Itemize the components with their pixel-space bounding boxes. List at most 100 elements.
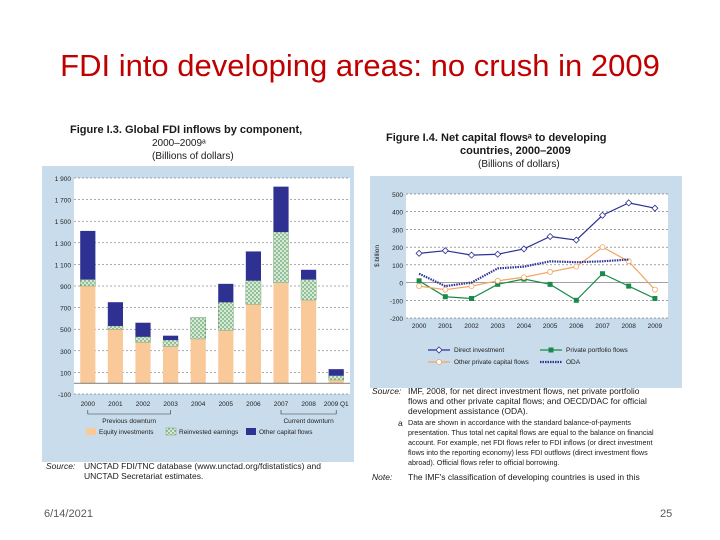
y-tick-label: -100 [58, 392, 71, 399]
y-tick-label: 300 [392, 227, 403, 234]
x-tick-label: 2007 [274, 401, 289, 408]
legend-label: ODA [566, 359, 581, 366]
bar-reinvested [218, 301, 234, 331]
legend-label: Direct investment [454, 347, 504, 354]
current-downturn-brace [280, 410, 337, 415]
source-line: development assistance (ODA). [408, 406, 528, 416]
y-tick-label: 1 900 [55, 176, 72, 183]
data-point [598, 211, 607, 219]
data-point [467, 251, 476, 259]
source-line: flows and other private capital flows; a… [408, 396, 647, 406]
data-point [520, 274, 527, 281]
bar-equity [107, 329, 123, 384]
x-tick-label: 2007 [595, 323, 610, 330]
data-point [415, 249, 423, 257]
bar-other [301, 269, 317, 280]
chart-net-capital-flows: 500 400 300 200 100 0 -100 -200 $ billion 2000 200… [370, 176, 682, 388]
bar-equity [190, 338, 206, 384]
figure-right-unit: (Billions of dollars) [478, 159, 560, 170]
source-line: IMF, 2008, for net direct investment flo… [408, 386, 640, 396]
x-tick-label: 2004 [191, 401, 206, 408]
bar-equity [135, 342, 151, 384]
figure-right-source-label: Source: [372, 386, 402, 396]
bar-equity [163, 346, 179, 384]
current-downturn-label: Current downturn [283, 418, 334, 425]
footer-date: 6/14/2021 [44, 508, 93, 520]
plot-area [406, 194, 668, 318]
legend-marker [548, 347, 554, 353]
bar-other [163, 335, 179, 340]
legend-swatch [246, 428, 256, 435]
x-tick-label: 2005 [543, 323, 558, 330]
bar-other [80, 230, 96, 280]
figure-left-source-text2: UNCTAD Secretariat estimates. [84, 471, 204, 481]
figure-left-heading: Figure I.3. Global FDI inflows by compon… [70, 124, 303, 136]
data-point [469, 296, 474, 302]
data-point [546, 232, 554, 241]
slide-number: 25 [660, 508, 673, 520]
legend-label: Other private capital flows [454, 359, 530, 366]
legend-label: Reinvested earnings [179, 429, 239, 436]
data-point [442, 286, 449, 293]
x-tick-label: 2003 [490, 323, 505, 330]
bar-equity [80, 286, 96, 384]
x-tick-label: 2006 [569, 323, 584, 330]
bar-reinvested [162, 339, 179, 347]
y-tick-label: -100 [390, 298, 403, 305]
series-direct-investment [419, 202, 656, 256]
note-line: presentation. Thus total net capital flo… [408, 428, 654, 437]
previous-downturn-brace [87, 410, 171, 415]
bar-reinvested [328, 375, 344, 381]
previous-downturn-label: Previous downturn [102, 418, 156, 425]
figure-right-note-a-label: a [398, 418, 403, 428]
x-tick-label: 2009 Q1 [324, 401, 349, 408]
x-tick-label: 2000 [81, 401, 96, 408]
data-point [416, 278, 422, 284]
legend-label: Other capital flows [259, 429, 313, 436]
y-tick-label: 0 [399, 281, 403, 288]
bar-reinvested [273, 231, 289, 283]
data-point [651, 204, 659, 212]
data-point [547, 281, 553, 287]
y-tick-label: 100 [392, 263, 403, 270]
data-point [625, 199, 633, 207]
legend-label: Equity investments [99, 429, 154, 436]
y-tick-label: 700 [60, 306, 71, 313]
figure-right-note-label: Note: [372, 472, 393, 482]
series-other-private [419, 246, 656, 291]
y-tick-label: 100 [60, 370, 71, 377]
note-line: flows into the reporting economy) less F… [408, 448, 648, 457]
figure-net-capital-flows: Figure I.4. Net capital flowsᵃ to develo… [370, 128, 682, 488]
x-tick-label: 2000 [412, 323, 427, 330]
bar-equity [218, 330, 234, 384]
x-tick-label: 2003 [163, 401, 178, 408]
y-tick-label: 400 [392, 210, 403, 217]
y-tick-label: 200 [392, 245, 403, 252]
slide-title: FDI into developing areas: no crush in 2… [60, 48, 660, 83]
data-point [494, 250, 502, 258]
bar-equity [273, 282, 289, 384]
data-point [573, 263, 580, 270]
figure-fdi-components: Figure I.3. Global FDI inflows by compon… [42, 120, 354, 488]
y-tick-label: 900 [60, 284, 71, 291]
y-tick-label: 500 [392, 192, 403, 199]
data-point [572, 236, 580, 244]
data-point [441, 247, 449, 255]
x-tick-label: 2008 [301, 401, 316, 408]
bar-reinvested [245, 280, 262, 305]
series-oda [418, 258, 629, 288]
bar-reinvested [107, 325, 124, 330]
bar-other [218, 283, 234, 303]
bar-equity [245, 304, 261, 384]
bar-equity [301, 300, 317, 384]
data-point [442, 294, 448, 300]
y-tick-label: 1 300 [55, 241, 72, 248]
data-point [494, 277, 501, 284]
data-point [573, 297, 579, 303]
legend-marker [436, 359, 442, 365]
note-line: abroad). Official flows refer to officia… [408, 458, 560, 467]
figure-left-source-text: UNCTAD FDI/TNC database (www.unctad.org/… [84, 461, 321, 471]
data-point [468, 283, 475, 290]
series-private-portfolio [418, 272, 656, 302]
legend-swatch [165, 427, 177, 436]
